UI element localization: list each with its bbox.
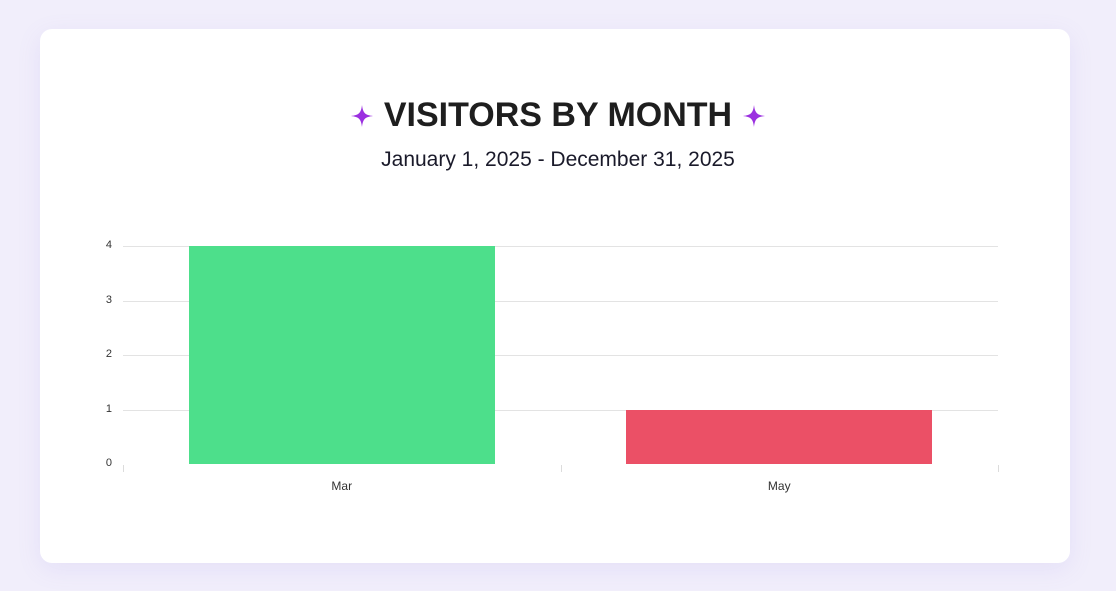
sparkle-icon bbox=[350, 104, 373, 127]
chart-title-row: VISITORS BY MONTH bbox=[0, 96, 1116, 135]
x-axis-label: Mar bbox=[331, 479, 353, 493]
gridline bbox=[123, 355, 998, 356]
sparkle-icon bbox=[743, 104, 766, 127]
x-axis-tick bbox=[998, 465, 999, 472]
x-axis-tick bbox=[560, 465, 562, 472]
x-axis-tick bbox=[123, 465, 124, 472]
chart-title: VISITORS BY MONTH bbox=[383, 96, 733, 134]
bar-mar[interactable] bbox=[188, 246, 495, 464]
y-axis-tick-label: 2 bbox=[105, 348, 112, 360]
gridline bbox=[123, 300, 998, 302]
gridline bbox=[123, 409, 998, 411]
gridline bbox=[123, 246, 998, 247]
date-range-subtitle: January 1, 2025 - December 31, 2025 bbox=[381, 148, 735, 171]
y-axis-tick-label: 0 bbox=[105, 457, 112, 469]
x-axis-label: May bbox=[767, 479, 791, 493]
bar-may[interactable] bbox=[626, 409, 933, 464]
y-axis-tick-label: 4 bbox=[105, 239, 112, 251]
y-axis-tick-label: 3 bbox=[105, 293, 112, 306]
y-axis-tick-label: 1 bbox=[105, 402, 112, 415]
